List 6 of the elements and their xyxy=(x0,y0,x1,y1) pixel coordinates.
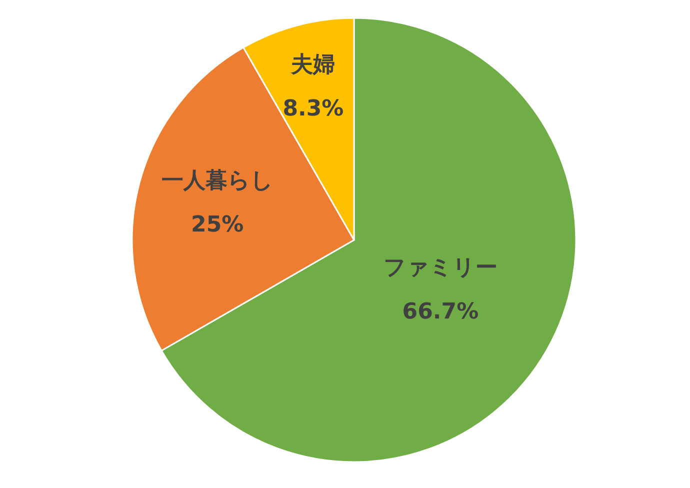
data-label: 25% xyxy=(191,212,244,238)
slice-label: 夫婦 xyxy=(290,52,336,78)
slice-label: ファミリー xyxy=(383,256,498,281)
data-label: 66.7% xyxy=(402,300,479,325)
slice-label: 一人暮らし xyxy=(161,168,274,194)
data-label: 8.3% xyxy=(282,96,344,122)
